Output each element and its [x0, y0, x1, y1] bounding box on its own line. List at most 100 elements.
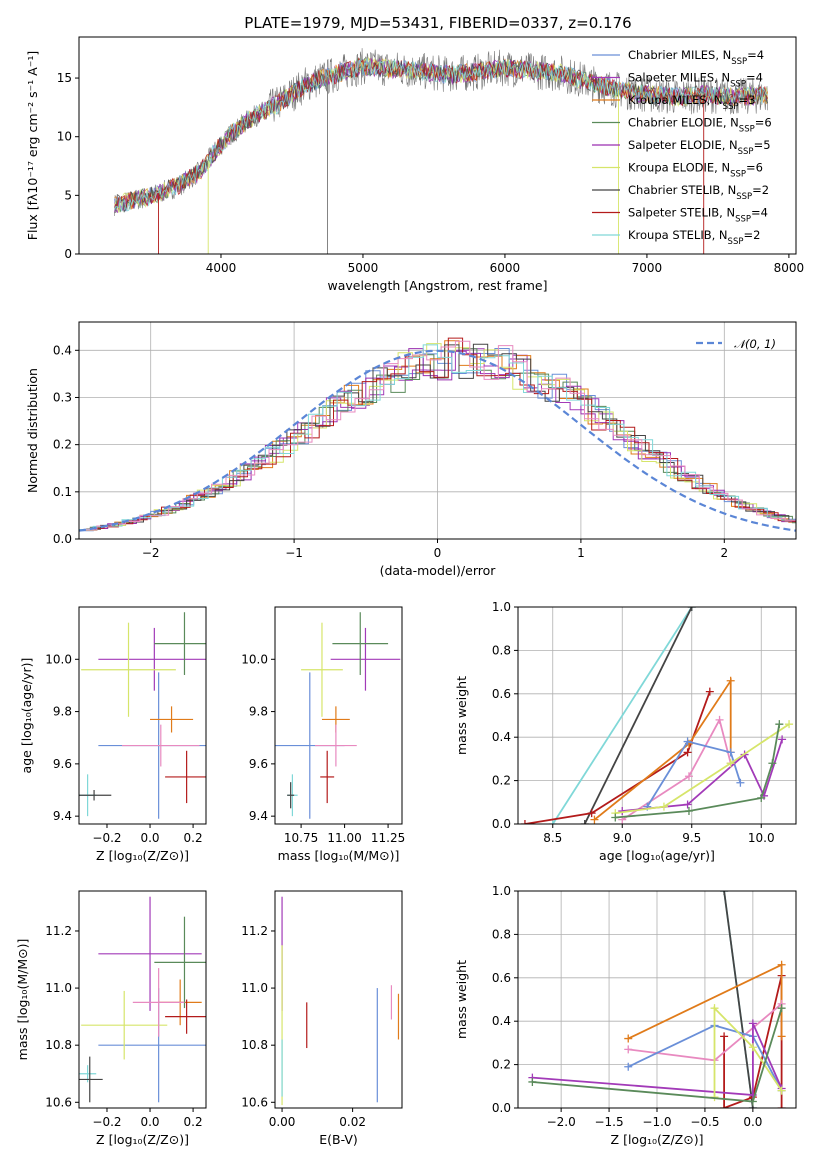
massweight_vs_age-panel: 8.5 9.0 9.5 10.0 0.0 0.2 0.4 0.6 0.8 1.0 age [log₁… — [454, 600, 797, 863]
x-tick-label: 0.0 — [140, 1115, 159, 1129]
y-tick-label: 0.0 — [492, 1101, 511, 1115]
x-tick-label: 0.0 — [140, 831, 159, 845]
mass-weight-line — [593, 677, 732, 821]
mass_vs_ebv-panel: 0.00 0.02 10.6 10.8 11.0 11.2 E(B-V) — [241, 890, 403, 1147]
x-axis-label: E(B-V) — [319, 1132, 358, 1147]
x-tick-label: 11.00 — [327, 831, 361, 845]
y-tick-label: 9.8 — [53, 705, 72, 719]
y-tick-label: 9.4 — [53, 809, 72, 823]
x-tick-label: 0 — [434, 546, 442, 560]
x-tick-label: 4000 — [206, 261, 237, 275]
legend-suffix: =4 — [747, 48, 764, 62]
mass-weight-marker — [777, 1086, 786, 1095]
mass-weight-marker — [748, 1043, 757, 1052]
x-tick-label: 11.25 — [371, 831, 405, 845]
legend-entry: Chabrier ELODIE, NSSP=6 — [628, 116, 772, 135]
y-tick-label: 0.1 — [53, 485, 72, 499]
massweight_vs_Z-plot-area — [528, 891, 786, 1108]
legend-subscript: SSP — [730, 80, 746, 90]
legend-entry: Kroupa STELIB, NSSP=2 — [628, 228, 760, 247]
mass-weight-marker — [684, 772, 693, 781]
legend-entry: Kroupa MILES, NSSP=3 — [628, 93, 755, 112]
y-tick-label: 10.8 — [241, 1038, 268, 1052]
legend-label: Chabrier ELODIE, N — [628, 116, 739, 130]
mass-weight-line — [615, 723, 790, 814]
legend-subscript: SSP — [730, 170, 746, 180]
gaussian-reference-line — [79, 349, 796, 532]
x-tick-label: −1 — [285, 546, 303, 560]
mass-weight-marker — [687, 607, 696, 611]
y-tick-label: 0.2 — [492, 1058, 511, 1072]
y-axis-label: age [log₁₀(age/yr)] — [19, 658, 34, 774]
x-axis-label: Z [log₁₀(Z/Z⊙)] — [96, 1132, 189, 1147]
mass-weight-marker — [778, 735, 787, 744]
mass-weight-marker — [587, 809, 596, 818]
age_vs_mass-plot-area — [275, 612, 401, 819]
y-tick-label: 0.2 — [492, 774, 511, 788]
x-tick-label: 8.5 — [543, 831, 562, 845]
legend-label: Kroupa MILES, N — [628, 93, 723, 107]
x-tick-label: 0.0 — [743, 1115, 762, 1129]
massweight_vs_Z-panel: −2.0 −1.5 −1.0 −0.5 0.0 0.0 0.2 0.4 0.6 0.8 1.0 Z [… — [454, 884, 797, 1147]
y-tick-label: 1.0 — [492, 884, 511, 898]
x-tick-label: 0.2 — [184, 831, 203, 845]
massweight_vs_age-frame — [517, 606, 797, 825]
age_vs_Z-panel: −0.2 0.0 0.2 9.4 9.6 9.8 10.0 Z [log₁₀(Z/Z⊙)] ag… — [19, 606, 207, 863]
mass-weight-marker — [624, 1034, 633, 1043]
y-tick-label: 0.0 — [492, 817, 511, 831]
legend-entry: Salpeter STELIB, NSSP=4 — [628, 206, 768, 225]
mass-weight-line — [646, 740, 742, 808]
y-tick-label: 10.0 — [241, 652, 268, 666]
y-tick-label: 10.6 — [45, 1095, 72, 1109]
mass-weight-marker — [590, 815, 599, 824]
x-tick-label: 1 — [577, 546, 585, 560]
x-tick-label: −1.5 — [594, 1115, 623, 1129]
x-tick-label: 7000 — [632, 261, 663, 275]
age_vs_Z-frame — [78, 606, 207, 825]
y-tick-label: 0.6 — [492, 687, 511, 701]
legend-label: Salpeter STELIB, N — [628, 206, 735, 220]
mass-weight-marker — [611, 813, 620, 822]
y-tick-label: 0.8 — [492, 927, 511, 941]
legend-label: Kroupa ELODIE, N — [628, 161, 730, 175]
y-tick-label: 0 — [64, 247, 72, 261]
legend-label: Chabrier MILES, N — [628, 48, 731, 62]
x-axis-label: Z [log₁₀(Z/Z⊙)] — [611, 1132, 704, 1147]
y-tick-label: 11.0 — [241, 981, 268, 995]
mass-weight-marker — [775, 720, 784, 729]
mass-weight-line — [627, 1024, 783, 1092]
mass-weight-line — [621, 717, 732, 821]
mass-weight-marker — [785, 720, 794, 729]
mass_vs_ebv-plot-area — [281, 896, 400, 1106]
y-axis-label: mass [log₁₀(M/M⊙)] — [15, 939, 30, 1061]
x-tick-label: 9.0 — [613, 831, 632, 845]
massweight_vs_age-plot-area — [520, 607, 794, 824]
mass-weight-marker — [768, 759, 777, 768]
x-axis-label: (data-model)/error — [380, 563, 497, 578]
mass-weight-marker — [520, 820, 529, 824]
mass-weight-line — [583, 607, 693, 824]
legend-subscript: SSP — [739, 125, 755, 135]
mass_vs_ebv-frame — [274, 890, 403, 1109]
y-tick-label: 10.8 — [45, 1038, 72, 1052]
mass-weight-marker — [659, 802, 668, 811]
x-tick-label: −2.0 — [547, 1115, 576, 1129]
legend-subscript: SSP — [728, 237, 744, 247]
x-tick-label: 8000 — [774, 261, 805, 275]
mass-weight-marker — [683, 748, 692, 757]
legend-suffix: =2 — [743, 228, 760, 242]
y-tick-label: 9.8 — [249, 705, 268, 719]
residuals-panel: −2 −1 0 1 2 0.0 0.1 0.2 0.3 0.4 (data-model)/error… — [25, 321, 797, 578]
x-tick-label: −0.5 — [690, 1115, 719, 1129]
legend-suffix: =6 — [755, 116, 772, 130]
y-tick-label: 0.6 — [492, 971, 511, 985]
age_vs_mass-frame — [274, 606, 403, 825]
y-tick-label: 10 — [57, 130, 72, 144]
spectrum-plot-area — [114, 48, 768, 254]
x-axis-label: age [log₁₀(age/yr)] — [599, 848, 715, 863]
x-tick-label: 10.75 — [284, 831, 318, 845]
mass-weight-marker — [624, 1062, 633, 1071]
spectrum-panel: 4000 5000 6000 7000 8000 0 5 10 15 wavelength [An… — [25, 36, 805, 293]
y-tick-label: 0.4 — [492, 1014, 511, 1028]
mass_vs_Z-frame — [78, 890, 207, 1109]
